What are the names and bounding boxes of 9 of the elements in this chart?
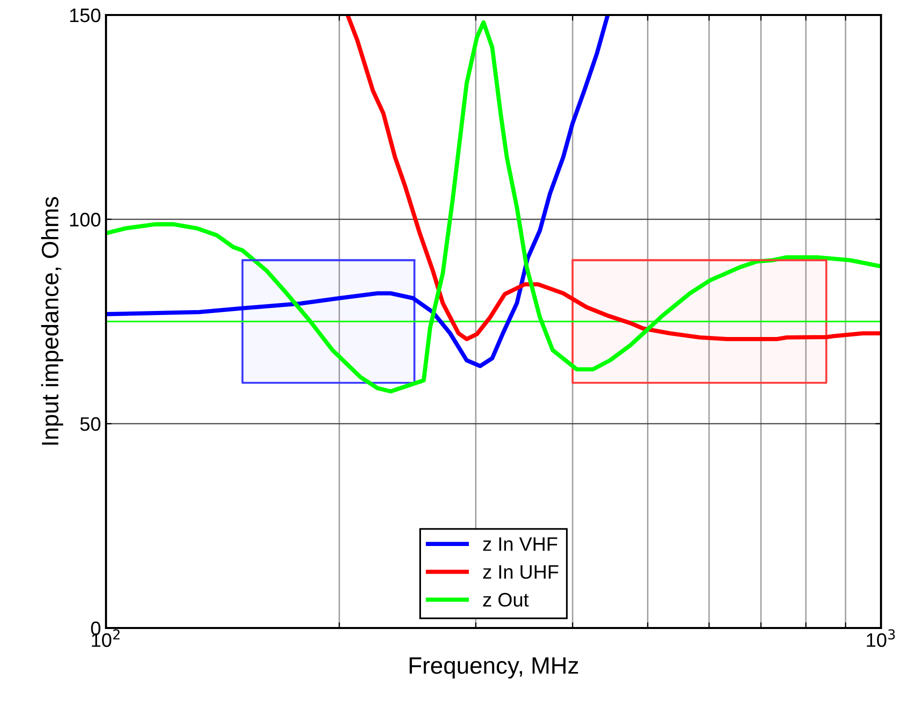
legend-label: z In UHF	[483, 565, 558, 579]
y-tick-label: 100	[70, 212, 100, 227]
legend-label: z In VHF	[483, 537, 558, 551]
y-tick-label: 50	[80, 417, 100, 431]
x-axis-title: Frequency, MHz	[410, 657, 578, 679]
y-tick-label: 150	[70, 8, 100, 22]
y-axis-title: Input impedance, Ohms	[41, 197, 64, 445]
legend-label: z Out	[483, 592, 529, 607]
x-tick-label: 10$^{3}$	[866, 629, 895, 647]
